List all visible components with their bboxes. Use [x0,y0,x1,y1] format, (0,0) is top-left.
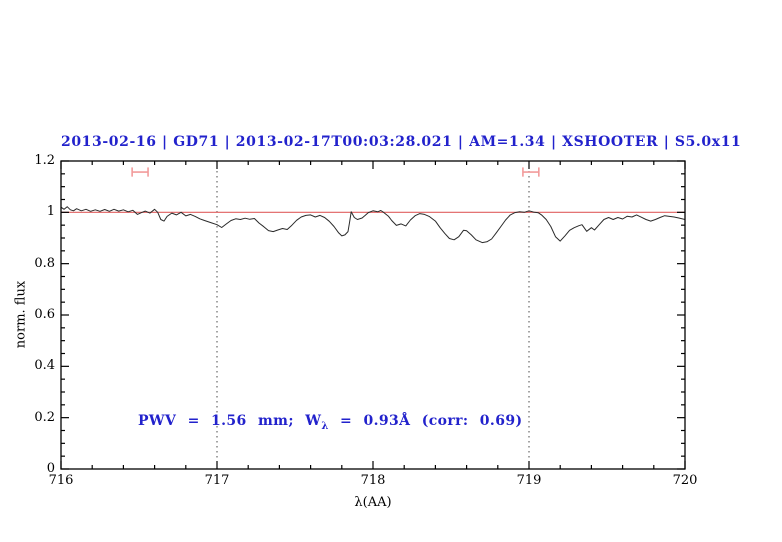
pwv-annotation-subscript: λ [321,420,329,432]
pwv-annotation-suffix: = 0.93Å (corr: 0.69) [328,413,523,429]
x-tick-label: 718 [360,473,386,488]
y-tick-label: 0.2 [34,409,55,425]
pwv-annotation-prefix: PWV = 1.56 mm; W [138,413,322,429]
x-tick-label: 717 [204,473,230,488]
x-tick-label: 720 [672,473,698,488]
y-tick-label: 0 [46,461,55,476]
plot-title: 2013-02-16 | GD71 | 2013-02-17T00:03:28.… [61,134,742,150]
y-tick-label: 0.4 [34,358,55,374]
x-tick-label: 716 [48,473,74,488]
y-tick-label: 1.2 [34,153,55,168]
x-tick-label: 719 [516,473,542,488]
pwv-annotation: PWV = 1.56 mm; Wλ = 0.93Å (corr: 0.69) [138,413,523,432]
spectrum-line [60,206,686,244]
x-axis-label: λ(AA) [354,495,392,510]
y-tick-label: 1 [46,204,55,220]
y-tick-label: 0.6 [34,307,55,322]
y-tick-label: 0.8 [34,255,55,271]
